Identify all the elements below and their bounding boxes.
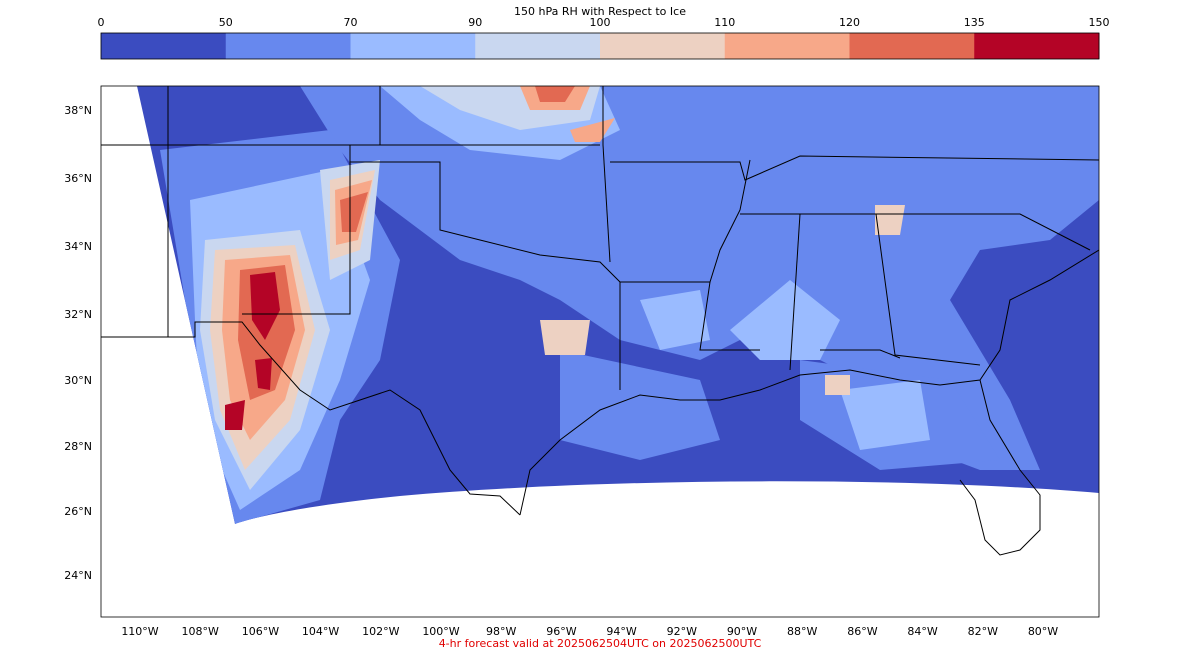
boundary-line xyxy=(610,155,1099,181)
longitude-label: 100°W xyxy=(422,625,459,638)
colorbar-swatch xyxy=(101,33,227,59)
latitude-label: 28°N xyxy=(64,440,92,453)
boundary-line xyxy=(620,159,751,283)
forecast-validity-caption: 4-hr forecast valid at 2025062504UTC on … xyxy=(439,637,762,650)
rh-field xyxy=(137,86,1099,524)
map-frame xyxy=(100,85,1100,618)
longitude-label: 86°W xyxy=(847,625,877,638)
boundary-line xyxy=(789,213,801,371)
longitude-label: 96°W xyxy=(546,625,576,638)
boundary-line xyxy=(101,321,521,516)
latitude-label: 26°N xyxy=(64,505,92,518)
longitude-label: 98°W xyxy=(486,625,516,638)
latitude-labels: 38°N 36°N 34°N 32°N 30°N 28°N 26°N 24°N xyxy=(64,104,92,582)
longitude-label: 90°W xyxy=(727,625,757,638)
colorbar-tick-label: 120 xyxy=(839,16,860,29)
coastline xyxy=(519,249,1099,516)
colorbar-swatches xyxy=(101,33,1100,59)
longitude-label: 94°W xyxy=(606,625,636,638)
longitude-label: 92°W xyxy=(667,625,697,638)
colorbar-tick-label: 90 xyxy=(468,16,482,29)
coastline xyxy=(959,379,1041,556)
colorbar-tick-label: 50 xyxy=(219,16,233,29)
longitude-label: 110°W xyxy=(121,625,158,638)
colorbar-tick-label: 100 xyxy=(590,16,611,29)
colorbar-tick-label: 70 xyxy=(344,16,358,29)
colorbar-swatch xyxy=(350,33,476,59)
longitude-label: 80°W xyxy=(1028,625,1058,638)
boundary-line xyxy=(350,161,621,390)
latitude-label: 38°N xyxy=(64,104,92,117)
latitude-label: 36°N xyxy=(64,172,92,185)
latitude-label: 32°N xyxy=(64,308,92,321)
colorbar-tick-label: 150 xyxy=(1089,16,1110,29)
colorbar-swatch xyxy=(974,33,1100,59)
colorbar-swatch xyxy=(849,33,975,59)
political-boundaries xyxy=(101,86,1099,556)
map-panel: 38°N 36°N 34°N 32°N 30°N 28°N 26°N 24°N 110°W 10… xyxy=(64,85,1100,638)
rh-level-135-150 xyxy=(225,272,280,430)
latitude-label: 24°N xyxy=(64,569,92,582)
longitude-labels: 110°W 108°W 106°W 104°W 102°W 100°W 98°W 96°W 94… xyxy=(121,625,1058,638)
boundary-line xyxy=(242,145,351,315)
colorbar-title: 150 hPa RH with Respect to Ice xyxy=(514,5,686,18)
colorbar: 150 hPa RH with Respect to Ice 0 50 70 90 10… xyxy=(98,5,1110,60)
colorbar-tick-label: 0 xyxy=(98,16,105,29)
longitude-label: 104°W xyxy=(302,625,339,638)
colorbar-swatch xyxy=(600,33,726,59)
colorbar-swatch xyxy=(225,33,351,59)
colorbar-swatch xyxy=(724,33,850,59)
boundary-line xyxy=(875,213,981,366)
longitude-label: 108°W xyxy=(182,625,219,638)
boundary-line xyxy=(740,213,1091,251)
colorbar-tick-label: 135 xyxy=(964,16,985,29)
latitude-label: 30°N xyxy=(64,374,92,387)
boundary-line xyxy=(699,281,760,351)
longitude-label: 106°W xyxy=(242,625,279,638)
latitude-label: 34°N xyxy=(64,240,92,253)
longitude-label: 88°W xyxy=(787,625,817,638)
colorbar-swatch xyxy=(475,33,601,59)
longitude-label: 102°W xyxy=(362,625,399,638)
colorbar-frame xyxy=(100,32,1100,60)
longitude-label: 82°W xyxy=(968,625,998,638)
boundary-line xyxy=(820,349,901,359)
longitude-label: 84°W xyxy=(907,625,937,638)
colorbar-tick-label: 110 xyxy=(714,16,735,29)
colorbar-tick-labels: 0 50 70 90 100 110 120 135 150 xyxy=(98,16,1110,29)
boundary-line xyxy=(602,144,611,263)
